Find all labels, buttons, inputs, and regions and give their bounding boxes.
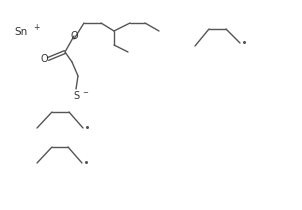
Text: O: O xyxy=(40,54,48,64)
Text: S: S xyxy=(73,91,79,101)
Text: +: + xyxy=(33,24,39,33)
Text: Sn: Sn xyxy=(14,27,27,37)
Text: O: O xyxy=(70,31,78,41)
Text: −: − xyxy=(82,90,88,96)
